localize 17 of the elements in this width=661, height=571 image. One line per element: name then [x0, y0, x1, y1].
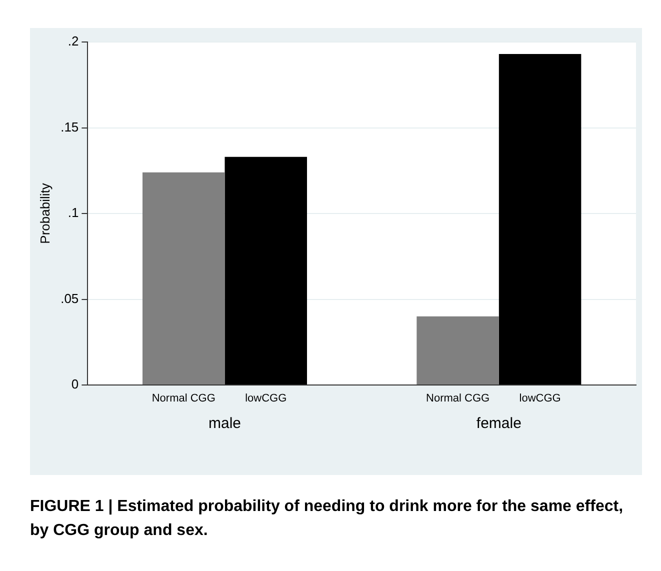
y-tick-label: .1 — [68, 205, 79, 220]
caption: FIGURE 1 | Estimated probability of needing to drink more for the same effect, by CGG group and sex. — [30, 497, 624, 541]
y-tick-label: .15 — [60, 119, 79, 134]
series-label: lowCGG — [245, 392, 287, 405]
y-axis-title: Probability — [37, 182, 52, 244]
y-tick-label: 0 — [71, 376, 79, 392]
text: lowCGG — [519, 392, 561, 405]
y-tick-label: .2 — [68, 34, 79, 49]
x-tick-label: male — [208, 415, 242, 432]
bar — [224, 156, 308, 384]
x-tick-label: female — [476, 415, 522, 432]
bar — [416, 316, 499, 384]
text: Normal CGG — [426, 392, 490, 405]
series-label: Normal CGG — [152, 392, 216, 405]
bar — [142, 172, 225, 384]
bar — [498, 54, 582, 384]
y-tick-label: .05 — [60, 290, 79, 306]
